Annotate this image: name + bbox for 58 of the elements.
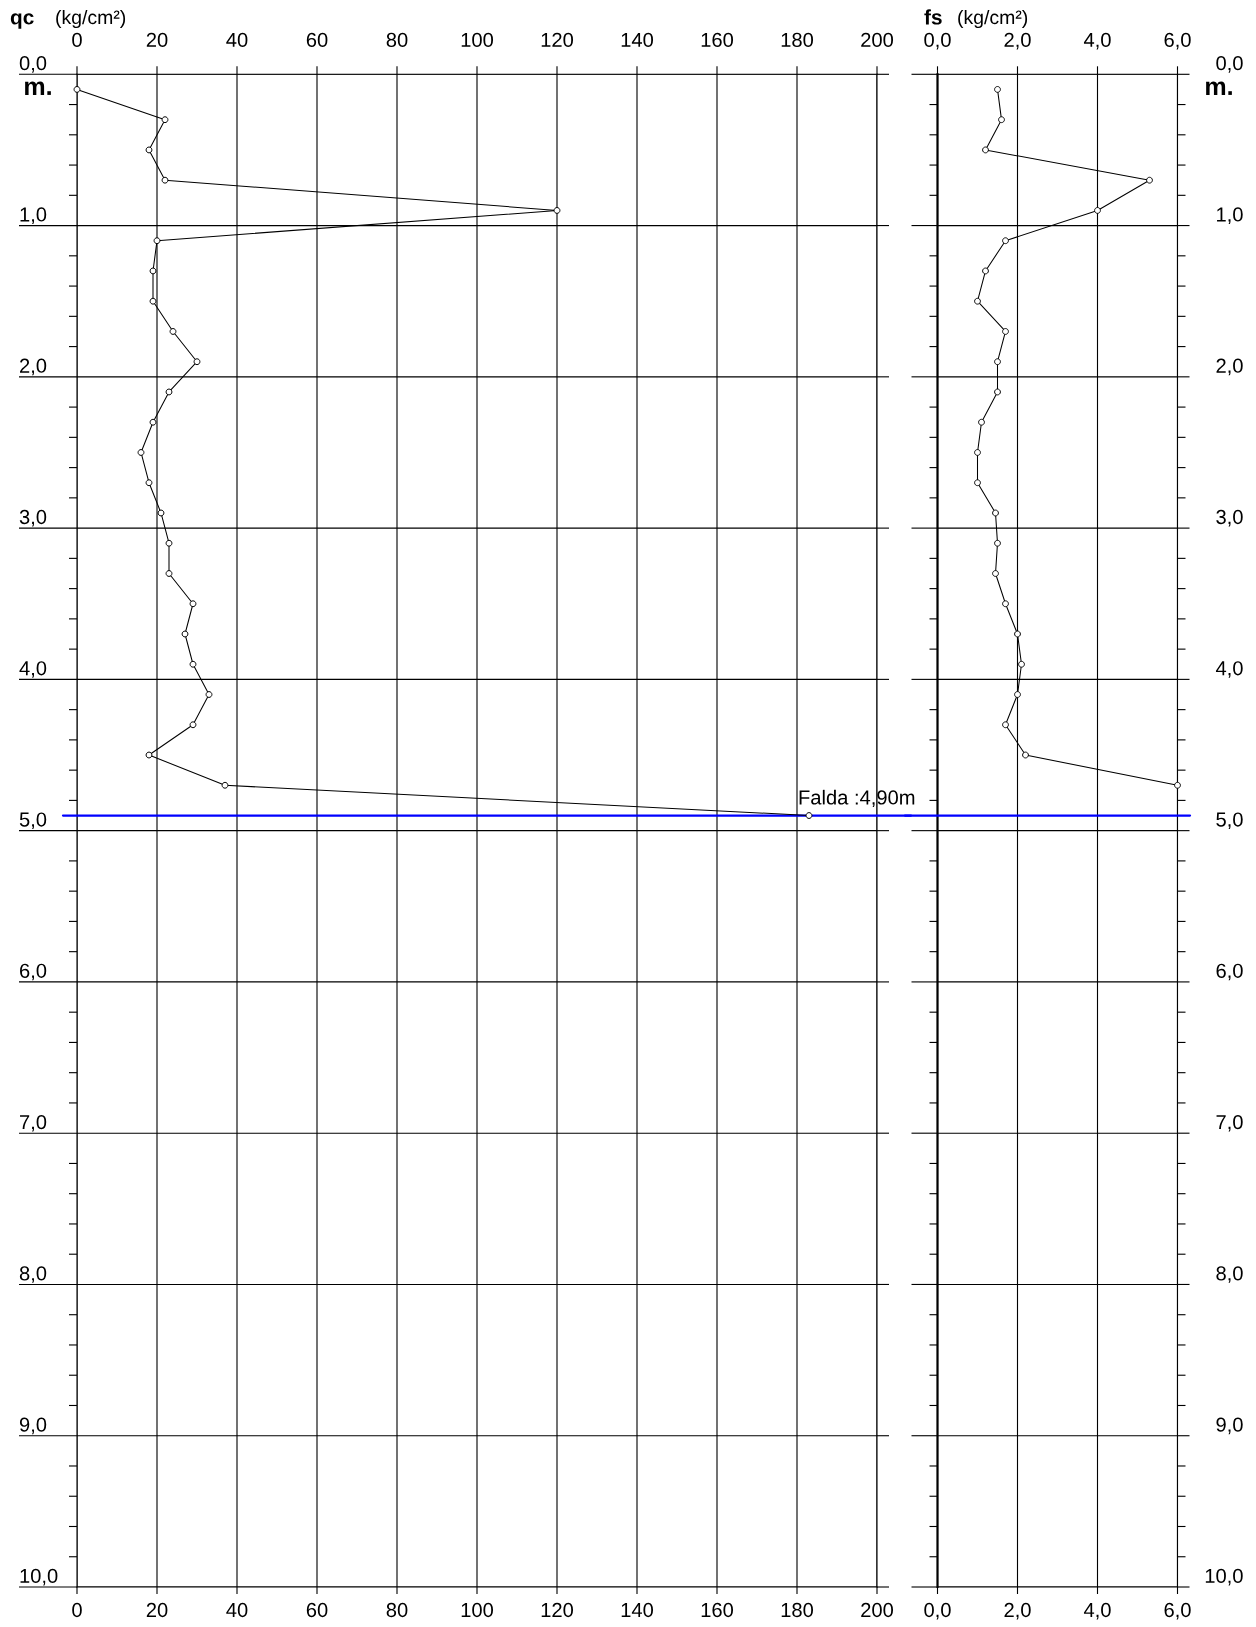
y2-tick-label: 4,0 [1215,661,1243,678]
x2-tick-label: 200 [861,32,894,48]
x-tick-label: 140 [621,1602,654,1618]
chart-title: fs [924,9,942,25]
y2-tick-label: 10,0 [1205,1568,1243,1586]
y2-tick-label: 2,0 [1216,358,1243,376]
x-tick-label: 4,0 [1083,1602,1111,1620]
x2-axis-title: (kg/cm²) [958,9,1028,29]
x-tick-label: 6,0 [1164,1602,1191,1620]
x-tick-label: 2,0 [1004,1602,1031,1620]
x-tick-label: 0 [72,1602,82,1618]
y-tick-label: 0,0 [19,56,47,73]
y-tick-label: 10,0 [20,1568,58,1586]
x2-tick-label: 0,0 [924,32,951,50]
y-tick-label: 1,0 [20,207,47,224]
x2-tick-label: 60 [306,32,328,48]
x-tick-label: 40 [226,1602,248,1618]
y-tick-label: 9,0 [19,1417,47,1435]
y2-tick-label: 5,0 [1216,812,1243,830]
y2-tick-label: 7,0 [1216,1114,1243,1132]
y-tick-label: 3,0 [19,509,47,527]
y2-tick-label: 3,0 [1216,509,1243,527]
y-tick-label: 6,0 [20,963,47,981]
y2-tick-label: 0,0 [1216,56,1243,73]
y2-axis-title: m. [1206,81,1232,95]
x2-tick-label: 6,0 [1164,32,1191,50]
y-tick-label: 2,0 [20,358,47,376]
x2-tick-label: 40 [226,32,248,48]
y2-tick-label: 6,0 [1216,963,1243,981]
x2-tick-label: 160 [701,32,734,48]
y-tick-label: 4,0 [19,661,47,678]
x-tick-label: 120 [541,1602,574,1618]
x-tick-label: 60 [306,1602,328,1618]
x-tick-label: 200 [861,1602,894,1618]
x2-tick-label: 2,0 [1004,32,1031,50]
x-tick-label: 80 [386,1602,408,1618]
y-tick-label: 7,0 [20,1114,47,1132]
x-tick-label: 160 [701,1602,734,1618]
y2-tick-label: 9,0 [1216,1417,1243,1435]
x2-tick-label: 0 [72,32,82,48]
x-tick-label: 100 [461,1602,494,1618]
x-tick-label: 20 [146,1602,168,1618]
y-tick-label: 8,0 [19,1266,47,1283]
x2-tick-label: 20 [146,32,168,48]
x2-axis-title: (kg/cm²) [56,9,126,29]
y2-tick-label: 8,0 [1216,1266,1243,1283]
x-tick-label: 180 [781,1602,814,1618]
y2-tick-label: 1,0 [1217,207,1243,224]
x2-tick-label: 140 [621,32,654,48]
x2-tick-label: 4,0 [1083,32,1111,50]
x2-tick-label: 120 [541,32,574,48]
x-tick-label: 0,0 [924,1602,951,1620]
x2-tick-label: 180 [781,32,814,48]
y-tick-label: 5,0 [19,812,47,830]
x2-tick-label: 100 [461,32,494,48]
y-axis-title: m. [25,81,51,95]
chart-title: qc [10,13,34,29]
x2-tick-label: 80 [386,32,408,48]
